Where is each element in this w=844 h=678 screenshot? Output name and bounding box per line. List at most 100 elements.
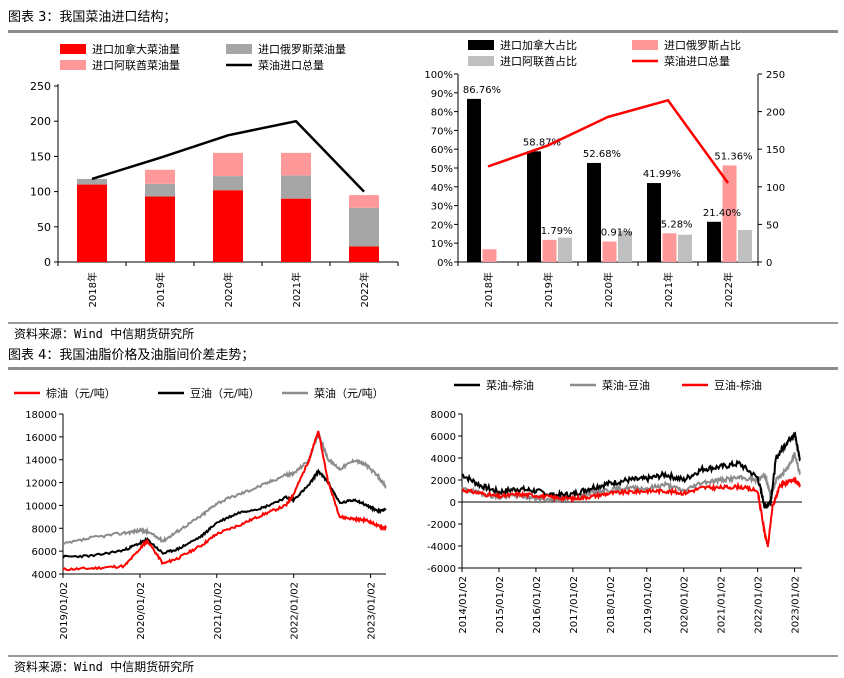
x-tick-label: 2020年 [222, 272, 235, 307]
fig4-top-rule [8, 367, 838, 370]
y-tick-label-left: 90% [431, 89, 453, 100]
y-tick-label-left: 50% [431, 164, 453, 175]
bar-canada-share [527, 151, 541, 262]
bar-russia-share [482, 249, 497, 262]
y-tick-label-right: 200 [766, 108, 785, 119]
y-tick-label: 0 [450, 498, 456, 509]
legend-soy-palm-label: 豆油-棕油 [714, 378, 762, 392]
y-tick-label: 18000 [25, 410, 57, 421]
legend-soy-label: 豆油（元/吨） [190, 386, 260, 400]
y-tick-label-right: 100 [766, 183, 785, 194]
bar-canada [77, 184, 107, 262]
y-tick-label-right: 250 [766, 70, 785, 81]
data-label: 86.76% [463, 85, 501, 96]
x-tick-label: 2014/01/02 [458, 576, 469, 634]
y-tick-label: 100 [30, 186, 51, 199]
legend-uae-swatch [60, 60, 86, 70]
bar-uae-share [618, 230, 632, 262]
y-tick-label: 8000 [32, 524, 57, 535]
legend-uae-share-label: 进口阿联酋占比 [500, 54, 577, 68]
y-tick-label-left: 0% [437, 258, 453, 269]
legend-rs-soy-label: 菜油-豆油 [602, 378, 650, 392]
x-tick-label: 2019/01/02 [643, 576, 654, 634]
legend-canada-label: 进口加拿大菜油量 [92, 42, 180, 56]
fig3-title: 图表 3：我国菜油进口结构； [8, 10, 177, 25]
x-tick-label: 2020/01/02 [136, 582, 147, 640]
data-label: 52.68% [583, 149, 621, 160]
y-tick-label-left: 70% [431, 126, 453, 137]
bar-russia [281, 175, 311, 199]
y-tick-label: 2000 [431, 476, 456, 487]
total-line-right [487, 98, 730, 184]
x-tick-label: 2023/01/02 [367, 582, 378, 640]
x-tick-label: 2016/01/02 [532, 576, 543, 634]
series-rs-palm [461, 431, 801, 509]
bar-canada-share [707, 221, 721, 262]
y-tick-label: 150 [30, 150, 51, 163]
x-tick-label: 2018年 [86, 272, 99, 307]
legend-canada-share-swatch [468, 40, 494, 50]
x-tick-label: 2019/01/02 [59, 582, 70, 640]
x-tick-label: 2019年 [542, 272, 555, 307]
y-tick-label: 4000 [431, 454, 456, 465]
fig4-title: 图表 4：我国油脂价格及油脂间价差走势； [8, 348, 255, 363]
y-tick-label: 4000 [32, 570, 57, 581]
data-label: 15.28% [654, 219, 692, 230]
bar-canada [213, 190, 243, 262]
x-tick-label: 2018年 [482, 272, 495, 307]
x-tick-label: 2022/01/02 [754, 576, 765, 634]
data-label: 51.36% [714, 151, 752, 162]
x-tick-label: 2022年 [722, 272, 735, 307]
x-tick-label: 2019年 [154, 272, 167, 307]
series-soy [62, 468, 387, 559]
y-tick-label-left: 10% [431, 239, 453, 250]
bar-uae [281, 152, 311, 176]
y-tick-label: -6000 [427, 564, 456, 575]
y-tick-label: 50 [37, 221, 51, 234]
x-tick-label: 2022/01/02 [290, 582, 301, 640]
x-tick-label: 2020年 [602, 272, 615, 307]
x-tick-label: 2015/01/02 [495, 576, 506, 634]
y-tick-label: 6000 [32, 547, 57, 558]
x-tick-label: 2017/01/02 [569, 576, 580, 634]
data-label: 41.99% [643, 169, 681, 180]
series-palm [62, 430, 387, 572]
y-tick-label: 6000 [431, 432, 456, 443]
legend-canada-share-label: 进口加拿大占比 [500, 38, 577, 52]
bar-canada-share [587, 162, 601, 262]
fig3-source: 资料来源：Wind 中信期货研究所 [14, 327, 195, 341]
y-tick-label-right: 50 [766, 220, 779, 231]
bar-canada-share [467, 98, 481, 262]
bar-canada-share [647, 183, 661, 262]
legend-canada-swatch [60, 44, 86, 54]
x-tick-label: 2021年 [290, 272, 303, 307]
legend-russia-label: 进口俄罗斯菜油量 [258, 42, 346, 56]
bar-canada [349, 246, 379, 262]
y-tick-label: 200 [30, 115, 51, 128]
y-tick-label: 250 [30, 80, 51, 93]
bar-uae-share [738, 230, 752, 262]
y-tick-label: 10000 [25, 501, 57, 512]
x-tick-label: 2020/01/02 [680, 576, 691, 634]
bar-russia-share [542, 239, 557, 262]
legend-rapeseed-label: 菜油（元/吨） [314, 386, 384, 400]
y-tick-label-left: 40% [431, 183, 453, 194]
bar-russia [145, 183, 175, 197]
fig3-top-rule [8, 30, 838, 33]
y-tick-label: -4000 [427, 542, 456, 553]
x-tick-label: 2021/01/02 [717, 576, 728, 634]
legend-rs-palm-label: 菜油-棕油 [486, 378, 534, 392]
legend-russia-share-label: 进口俄罗斯占比 [664, 38, 741, 52]
y-tick-label-left: 100% [424, 70, 453, 81]
x-tick-label: 2023/01/02 [791, 576, 802, 634]
legend-total-label: 菜油进口总量 [258, 58, 324, 72]
legend-russia-swatch [226, 44, 252, 54]
data-label: 58.87% [523, 137, 561, 148]
series-rapeseed [62, 432, 387, 545]
bar-canada [281, 198, 311, 262]
series-soy-palm [461, 476, 801, 548]
fig4-source: 资料来源：Wind 中信期货研究所 [14, 660, 195, 674]
bar-uae-share [558, 237, 572, 262]
